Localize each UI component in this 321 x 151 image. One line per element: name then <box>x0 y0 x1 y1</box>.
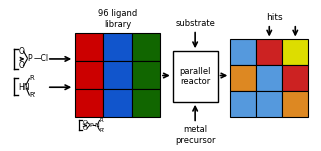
Bar <box>132 33 160 61</box>
Text: R: R <box>29 76 34 81</box>
Bar <box>282 92 308 117</box>
Text: HN: HN <box>19 83 30 92</box>
Bar <box>132 61 160 89</box>
Text: parallel
reactor: parallel reactor <box>179 67 211 86</box>
Text: —Cl: —Cl <box>33 55 48 63</box>
Text: P: P <box>90 123 93 128</box>
Text: P: P <box>27 55 32 63</box>
Text: O: O <box>83 120 88 125</box>
Bar <box>103 33 132 61</box>
Text: metal
precursor: metal precursor <box>175 125 215 145</box>
Text: R': R' <box>29 92 36 98</box>
Text: hits: hits <box>266 13 282 22</box>
Bar <box>256 92 282 117</box>
Bar <box>230 39 256 65</box>
Bar <box>103 61 132 89</box>
Bar <box>282 39 308 65</box>
Text: R': R' <box>100 128 105 133</box>
Text: O: O <box>19 61 24 70</box>
Bar <box>256 39 282 65</box>
Text: O: O <box>83 126 88 131</box>
Bar <box>75 89 103 117</box>
Bar <box>132 89 160 117</box>
Text: O: O <box>19 47 24 56</box>
Bar <box>256 65 282 92</box>
Text: substrate: substrate <box>175 19 215 28</box>
Text: 96 ligand
library: 96 ligand library <box>98 9 137 29</box>
Bar <box>230 92 256 117</box>
Bar <box>230 65 256 92</box>
Text: N: N <box>95 123 100 128</box>
Bar <box>173 51 218 102</box>
Text: R: R <box>100 118 103 123</box>
Bar <box>282 65 308 92</box>
Bar <box>103 89 132 117</box>
Bar <box>75 33 103 61</box>
Bar <box>75 61 103 89</box>
